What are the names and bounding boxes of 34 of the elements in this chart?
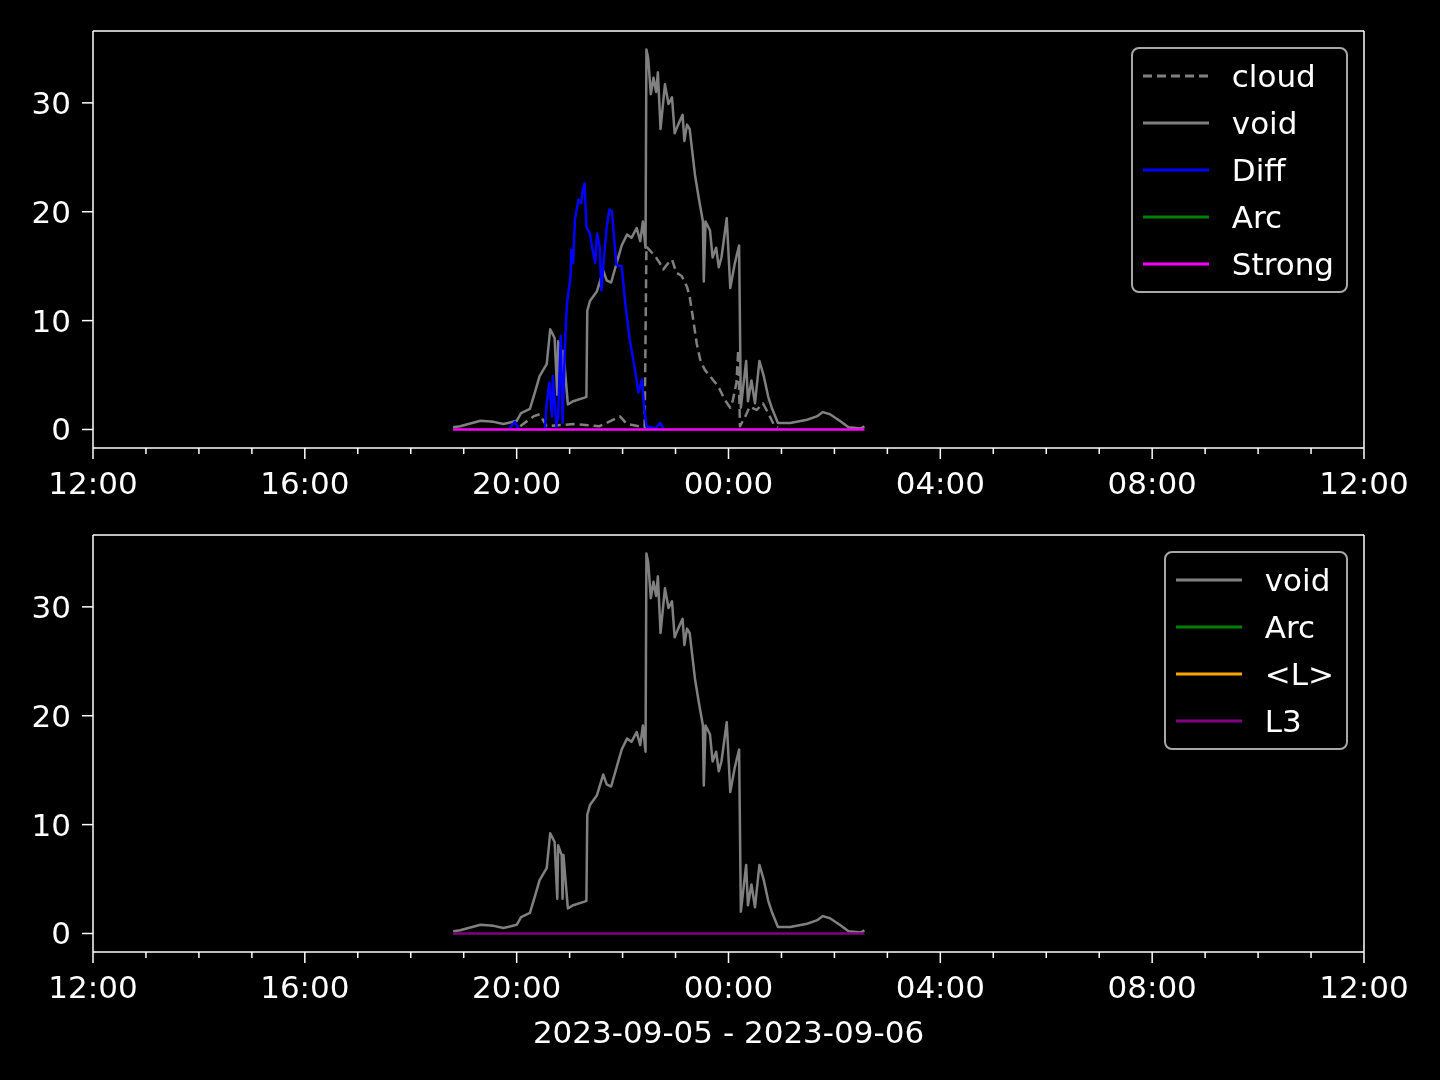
x-tick-label: 12:00: [48, 464, 138, 501]
x-tick-label: 20:00: [471, 968, 562, 1005]
x-tick-label: 04:00: [895, 968, 986, 1005]
legend-label: void: [1264, 562, 1331, 599]
x-tick-label: 16:00: [260, 464, 350, 501]
y-tick-label: 10: [31, 302, 71, 339]
line-series: [451, 48, 866, 430]
x-tick-label: 04:00: [895, 464, 986, 501]
y-tick-label: 0: [51, 915, 71, 952]
x-tick-label: 00:00: [683, 968, 774, 1005]
x-tick-label: 12:00: [1319, 968, 1409, 1005]
x-tick-label: 08:00: [1107, 968, 1197, 1005]
legend-label: Arc: [1231, 198, 1283, 235]
x-tick-label: 16:00: [260, 968, 350, 1005]
y-tick-label: 20: [31, 697, 71, 734]
line-series: [451, 552, 866, 934]
x-tick-label: 12:00: [1319, 464, 1409, 501]
y-tick-label: 0: [51, 411, 71, 448]
legend-label: cloud: [1231, 58, 1316, 95]
x-tick-label: 00:00: [683, 464, 774, 501]
legend-label: Arc: [1264, 609, 1316, 646]
y-tick-label: 30: [31, 84, 71, 121]
x-axis-title: 2023-09-05 - 2023-09-06: [531, 1014, 926, 1050]
y-tick-label: 20: [31, 193, 71, 230]
y-tick-label: 10: [31, 806, 71, 843]
y-tick-label: 30: [31, 588, 71, 625]
x-tick-label: 12:00: [48, 968, 138, 1005]
legend-label: L3: [1264, 702, 1302, 739]
x-tick-label: 08:00: [1107, 464, 1197, 501]
legend-label: <L>: [1264, 655, 1334, 692]
x-tick-label: 20:00: [471, 464, 562, 501]
legend-label: void: [1231, 105, 1298, 142]
legend-label: Strong: [1231, 245, 1334, 282]
legend-label: Diff: [1231, 151, 1286, 188]
